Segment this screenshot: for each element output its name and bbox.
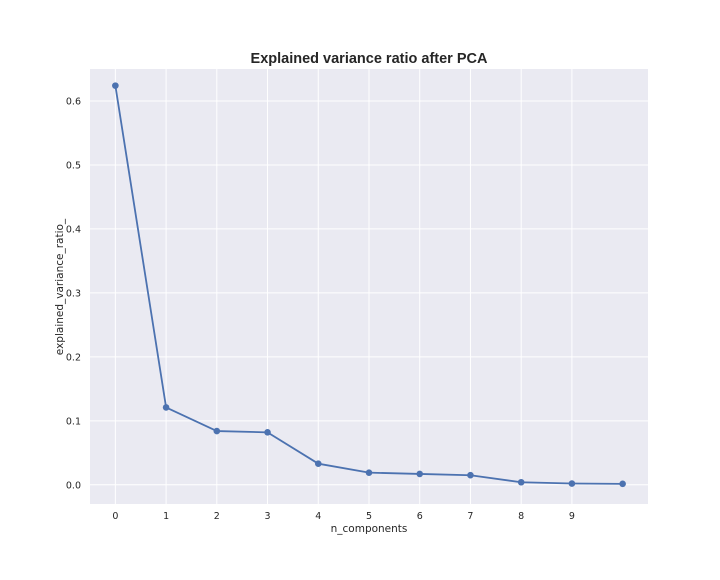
y-tick-label: 0.3 [66, 288, 81, 299]
data-point [416, 470, 424, 478]
y-tick-labels: 0.0 0.1 0.2 0.3 0.4 0.5 0.6 [66, 96, 81, 491]
x-tick-label: 7 [467, 511, 473, 522]
x-tick-label: 0 [112, 511, 118, 522]
data-point [112, 82, 119, 89]
x-tick-label: 2 [214, 511, 220, 522]
data-point [619, 480, 626, 488]
x-tick-label: 3 [265, 511, 271, 522]
chart-title: Explained variance ratio after PCA [251, 51, 488, 67]
y-tick-label: 0.5 [66, 160, 81, 171]
y-tick-label: 0.0 [66, 480, 81, 491]
y-tick-label: 0.2 [66, 352, 81, 363]
y-tick-label: 0.1 [66, 416, 81, 427]
x-grid [114, 69, 573, 504]
x-tick-label: 8 [518, 511, 524, 522]
data-point [568, 480, 576, 487]
data-point [264, 429, 271, 436]
y-axis-label: explained_variance_ratio_ [54, 218, 66, 355]
data-point [314, 460, 322, 467]
series-group [112, 82, 626, 488]
x-tick-label: 1 [163, 511, 169, 522]
x-tick-label: 9 [569, 511, 575, 522]
data-point [162, 404, 170, 411]
x-tick-label: 5 [366, 511, 372, 522]
x-axis-label: n_components [331, 523, 408, 535]
x-tick-label: 6 [417, 511, 423, 522]
data-point [365, 469, 373, 476]
data-point [517, 478, 525, 486]
x-tick-label: 4 [315, 511, 321, 522]
y-tick-label: 0.6 [66, 96, 81, 107]
y-tick-label: 0.4 [66, 224, 81, 235]
data-point [467, 471, 474, 479]
y-grid [90, 100, 648, 486]
data-point [213, 427, 221, 435]
x-tick-labels: 0 1 2 3 4 5 6 7 8 9 [112, 511, 575, 522]
